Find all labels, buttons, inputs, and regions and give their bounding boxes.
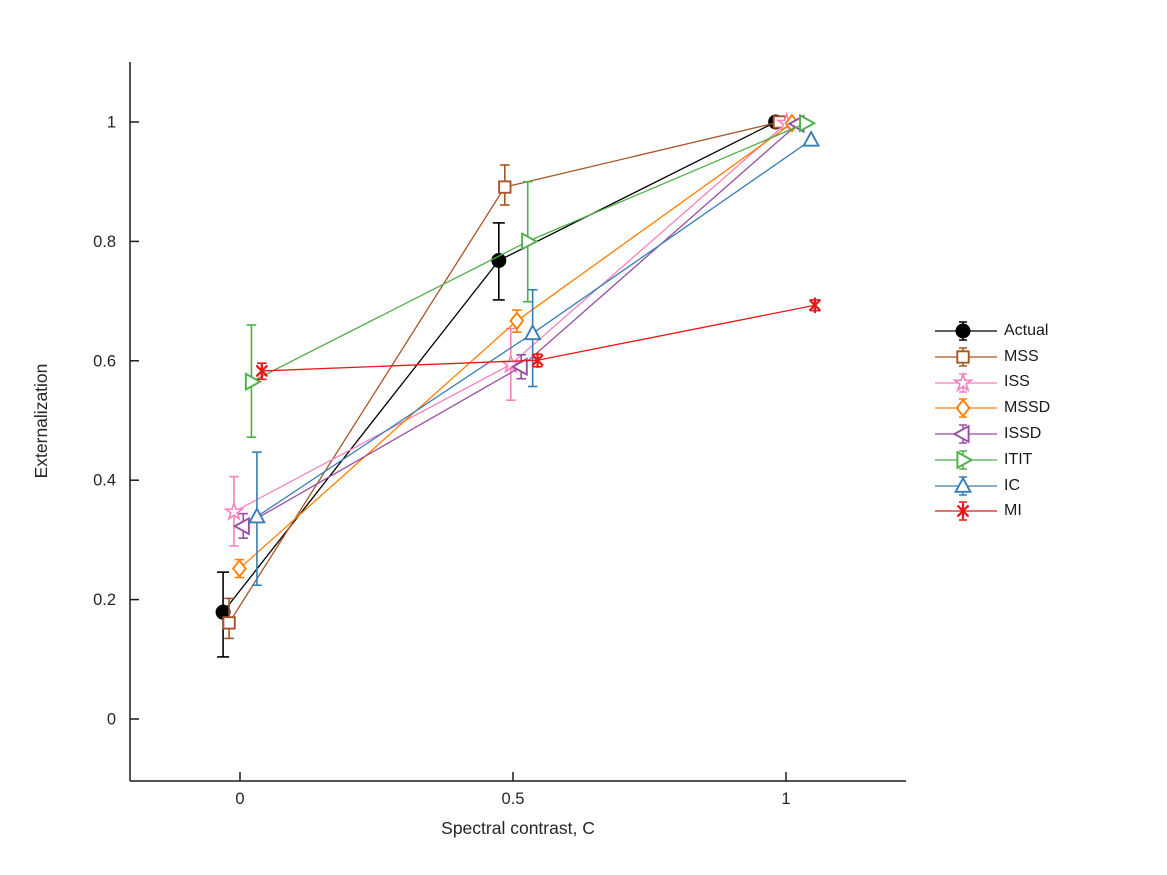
marker-triangle-right [799,113,817,133]
x-tick-label: 0.5 [502,790,525,808]
marker-diamond [509,311,525,331]
marker-circle-filled [955,323,971,339]
y-tick-label: 0.4 [93,472,116,490]
legend-glyph [935,371,997,393]
legend-label: Actual [1004,321,1049,339]
marker-triangle-right [244,372,263,392]
axes [129,62,906,782]
marker-triangle-up [802,130,821,147]
legend-glyph [935,450,997,470]
y-tick-label: 0.8 [93,233,116,251]
legend-glyph [935,398,997,419]
legend-glyph [935,475,997,496]
marker-triangle-right [956,450,974,470]
x-tick-label: 1 [781,790,790,808]
legend-label: ISS [1004,373,1030,391]
legend-item-ic: IC [933,473,1050,499]
x-axis-label: Spectral contrast, C [441,818,595,838]
marker-pentagram [223,500,245,522]
marker-square [956,350,970,364]
plot-area: 0 0.5 1 0 0.2 0.4 0.6 0.8 1 [93,62,906,808]
y-tick-label: 0.6 [93,352,116,370]
marker-triangle-up [247,506,266,524]
marker-asterisk [531,352,544,369]
legend-label: ITIT [1004,450,1033,468]
marker-diamond [955,398,971,418]
legend-label: MI [1004,502,1022,520]
series-line [251,122,806,383]
legend-label: MSS [1004,347,1039,365]
series-ic [247,130,821,587]
legend-item-actual: Actual [933,318,1050,344]
legend-item-mi: MI [933,499,1050,525]
series-iss [223,111,798,547]
series-itit [244,113,817,439]
marker-triangle-left [952,424,970,444]
legend-item-iss: ISS [933,370,1050,396]
legend-item-issd: ISSD [933,421,1050,447]
series-mi [255,297,821,381]
legend-item-mssd: MSSD [933,395,1050,421]
legend-label: IC [1004,476,1020,494]
marker-asterisk [808,297,821,314]
series-mss [222,115,787,640]
y-tick-label: 1 [107,114,116,132]
marker-square [498,180,512,194]
y-tick-label: 0 [107,711,116,729]
legend-item-itit: ITIT [933,447,1050,473]
legend-label: ISSD [1004,425,1042,443]
marker-asterisk [957,503,969,520]
marker-diamond [231,559,247,579]
x-tick-label: 0 [235,790,244,808]
marker-asterisk [255,362,268,379]
legend: Actual MSS ISS MSSD ISSD ITIT IC MI [933,318,1050,524]
legend-label: MSSD [1004,399,1051,417]
marker-triangle-left [510,357,528,377]
marker-triangle-up [954,475,972,493]
legend-glyph [935,424,997,444]
marker-pentagram [952,371,974,392]
legend-item-mss: MSS [933,344,1050,370]
legend-glyph [935,321,997,341]
legend-glyph [935,501,997,522]
y-tick-label: 0.2 [93,591,116,609]
legend-glyph [935,346,997,367]
marker-triangle-up [523,323,542,341]
marker-circle-filled [491,253,507,269]
marker-triangle-left [232,516,250,536]
marker-triangle-right [521,231,539,251]
marker-square [222,616,236,630]
y-axis-label: Externalization [31,364,51,479]
